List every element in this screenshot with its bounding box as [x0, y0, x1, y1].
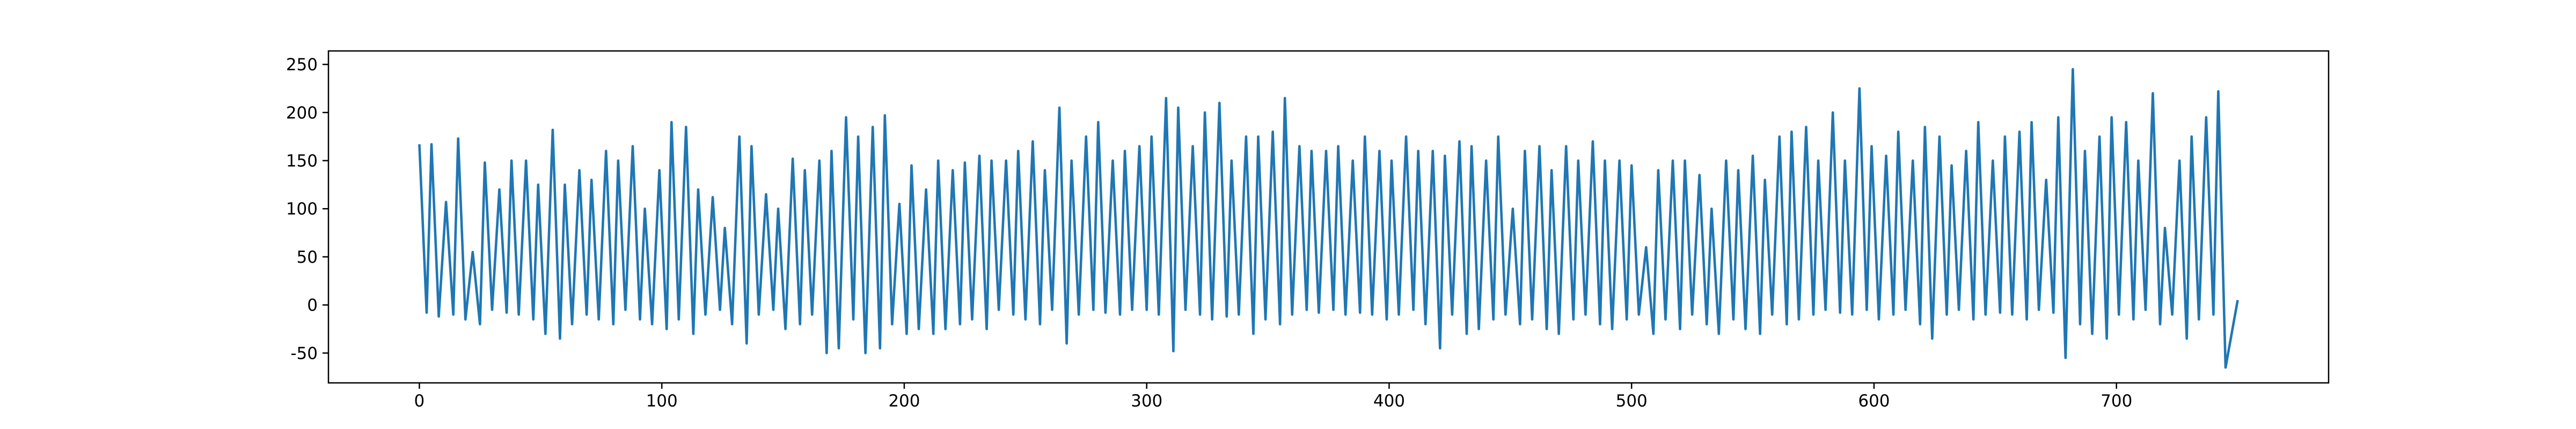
x-tick-label: 300 [1131, 391, 1162, 411]
x-tick-label: 200 [888, 391, 920, 411]
y-tick-label: 100 [286, 199, 318, 219]
y-tick-label: -50 [290, 344, 318, 363]
y-tick-label: 50 [297, 248, 318, 267]
y-tick-label: 150 [286, 152, 318, 171]
x-tick-label: 0 [414, 391, 425, 411]
axes-frame [327, 50, 2330, 384]
x-tick-label: 500 [1616, 391, 1648, 411]
x-tick-label: 400 [1373, 391, 1405, 411]
x-tick-label: 600 [1858, 391, 1890, 411]
y-tick-label: 200 [286, 103, 318, 123]
y-tick-label: 0 [307, 296, 318, 315]
x-tick-label: 100 [646, 391, 678, 411]
data-line [418, 68, 2239, 369]
y-tick-label: 250 [286, 55, 318, 75]
x-tick-label: 700 [2101, 391, 2132, 411]
